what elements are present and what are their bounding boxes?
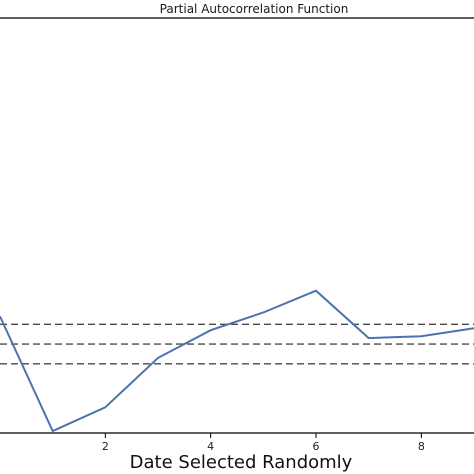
x-tick-label-6: 6 (313, 440, 320, 453)
series-layer (0, 289, 474, 433)
x-tick-label-2: 2 (102, 440, 109, 453)
plot-frame (0, 17, 474, 434)
x-tick-label-8: 8 (418, 440, 425, 453)
x-tick-label-4: 4 (207, 440, 214, 453)
x-axis-label: Date Selected Randomly (130, 452, 353, 473)
chart-title: Partial Autocorrelation Function (160, 2, 349, 16)
series-line-1 (0, 289, 474, 433)
reference-lines (0, 323, 474, 365)
x-axis-ticks: 2 4 6 8 (102, 433, 425, 453)
